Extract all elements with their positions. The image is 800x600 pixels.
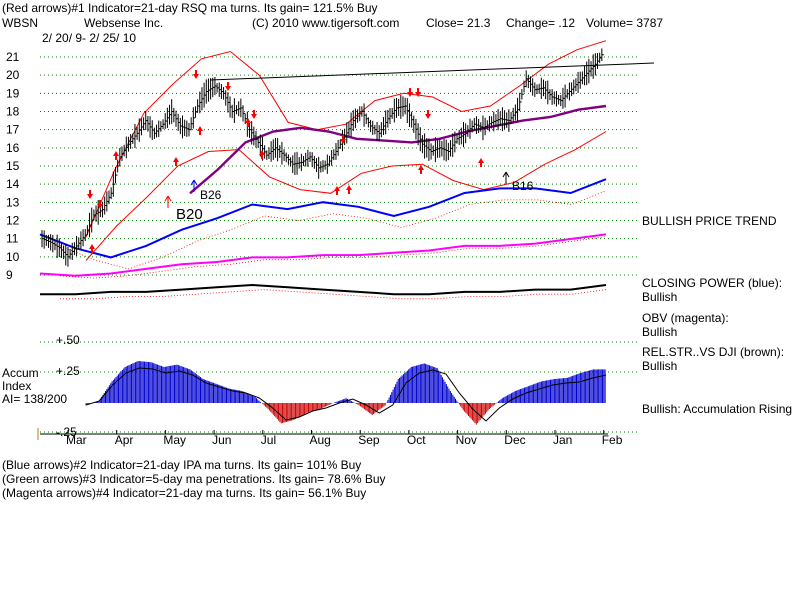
ticker-symbol: WBSN <box>2 16 38 30</box>
volume-value: Volume= 3787 <box>586 16 664 30</box>
minus-25-label: -.25 <box>56 425 77 439</box>
signal-arrows <box>87 70 484 253</box>
red-up-arrow <box>478 158 484 167</box>
b20-label: B20 <box>176 206 203 223</box>
month-label: Apr <box>115 433 134 447</box>
signal-annotations: B20 B26 B16 <box>164 171 534 223</box>
change-value: Change= .12 <box>506 16 576 30</box>
y-tick-label: 18 <box>6 105 20 119</box>
red-up-arrow <box>346 185 352 194</box>
annotation-arrow <box>164 195 172 208</box>
rel-str-value: Bullish <box>642 359 678 373</box>
closing-power-title: CLOSING POWER (blue): <box>642 276 783 290</box>
month-label: Dec <box>504 433 525 447</box>
red-up-arrow <box>113 151 119 160</box>
month-label: May <box>163 433 186 447</box>
copyright: (C) 2010 www.tigersoft.com <box>252 16 400 30</box>
accum-label: Accum <box>2 366 39 380</box>
accumulation-status: Bullish: Accumulation Rising <box>642 402 793 416</box>
accumulation-histogram <box>85 361 607 425</box>
red-down-arrow <box>407 88 413 97</box>
indicator-3-line: (Green arrows)#3 Indicator=5-day ma pene… <box>2 472 386 486</box>
b26-label: B26 <box>200 188 222 202</box>
red-down-arrow <box>251 110 257 119</box>
plus-50-label: +.50 <box>56 333 80 347</box>
red-up-arrow <box>334 186 340 195</box>
red-up-arrow <box>418 165 424 174</box>
month-label: Oct <box>407 433 426 447</box>
ai-value: AI= 138/200 <box>2 392 68 406</box>
date-range: 2/ 20/ 9- 2/ 25/ 10 <box>42 31 137 45</box>
price-gridlines <box>40 56 640 433</box>
month-label: Feb <box>602 433 623 447</box>
indicator-lines <box>39 40 655 300</box>
annotation-arrow <box>190 179 198 192</box>
y-tick-label: 21 <box>6 50 20 64</box>
red-down-arrow <box>415 88 421 97</box>
red-up-arrow <box>173 157 179 166</box>
plus-25-label: +.25 <box>56 364 80 378</box>
red-down-arrow <box>87 190 93 199</box>
y-tick-label: 16 <box>6 141 20 155</box>
index-label: Index <box>2 379 32 393</box>
y-tick-label: 9 <box>6 268 13 282</box>
month-label: Nov <box>456 433 477 447</box>
month-label: Sep <box>358 433 380 447</box>
y-tick-label: 12 <box>6 214 20 228</box>
indicator-4-line: (Magenta arrows)#4 Indicator=21-day ma t… <box>2 486 367 500</box>
y-tick-label: 14 <box>6 177 20 191</box>
red-down-arrow <box>193 70 199 79</box>
indicator-2-line: (Blue arrows)#2 Indicator=21-day IPA ma … <box>2 458 362 472</box>
red-down-arrow <box>340 135 346 144</box>
red-down-arrow <box>97 200 103 209</box>
closing-power-value: Bullish <box>642 290 678 304</box>
y-tick-label: 20 <box>6 68 20 82</box>
month-label: Jul <box>261 433 276 447</box>
moving-average-line <box>189 104 607 195</box>
price-axis-labels: 9 10 11 12 13 14 15 16 17 18 19 20 21 <box>6 50 20 282</box>
lower-band-line <box>85 131 607 261</box>
trendline <box>209 62 655 81</box>
price-trend-label: BULLISH PRICE TREND <box>642 214 777 228</box>
obv-ma-line <box>59 236 607 279</box>
price-bars <box>41 48 604 267</box>
red-up-arrow <box>89 244 95 253</box>
red-down-arrow <box>225 82 231 91</box>
red-up-arrow <box>259 150 265 159</box>
month-label: Jan <box>553 433 572 447</box>
obv-value: Bullish <box>642 325 678 339</box>
y-tick-label: 11 <box>6 232 19 246</box>
month-label: Aug <box>310 433 331 447</box>
y-tick-label: 15 <box>6 159 20 173</box>
rel-str-line <box>40 283 607 296</box>
annotation-arrow <box>502 171 510 184</box>
company-name: Websense Inc. <box>84 16 164 30</box>
red-up-arrow <box>245 118 251 127</box>
rel-str-title: REL.STR..VS DJI (brown): <box>642 345 785 359</box>
closing-power-ma-line <box>59 190 607 270</box>
month-label: Mar <box>66 433 87 447</box>
y-tick-label: 13 <box>6 195 20 209</box>
rel-str-ma-line <box>60 289 607 300</box>
red-down-arrow <box>425 110 431 119</box>
obv-title: OBV (magenta): <box>642 311 729 325</box>
closing-power-line <box>39 178 607 259</box>
y-tick-label: 17 <box>6 123 20 137</box>
accum-ma-line <box>85 367 607 422</box>
y-tick-label: 19 <box>6 86 20 100</box>
y-tick-label: 10 <box>6 250 20 264</box>
month-label: Jun <box>212 433 231 447</box>
b16-label: B16 <box>512 179 534 193</box>
close-value: Close= 21.3 <box>426 16 491 30</box>
indicator-1-line: (Red arrows)#1 Indicator=21-day RSQ ma t… <box>2 1 378 15</box>
obv-line <box>39 233 607 277</box>
red-up-arrow <box>197 126 203 135</box>
upper-band-line <box>85 40 607 238</box>
month-labels: Mar Apr May Jun Jul Aug Sep Oct Nov Dec Jan Feb <box>37 428 623 447</box>
